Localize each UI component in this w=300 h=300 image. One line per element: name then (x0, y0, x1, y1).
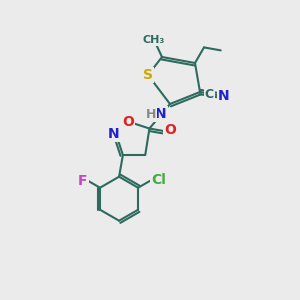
Text: O: O (122, 115, 134, 129)
Text: O: O (164, 123, 176, 137)
Text: F: F (78, 174, 88, 188)
Text: Cl: Cl (152, 173, 166, 187)
Text: C: C (205, 88, 214, 101)
Text: N: N (155, 107, 167, 121)
Text: S: S (143, 68, 153, 82)
Text: N: N (108, 127, 120, 141)
Text: CH₃: CH₃ (142, 35, 164, 45)
Text: H: H (146, 108, 156, 121)
Text: N: N (218, 89, 230, 103)
